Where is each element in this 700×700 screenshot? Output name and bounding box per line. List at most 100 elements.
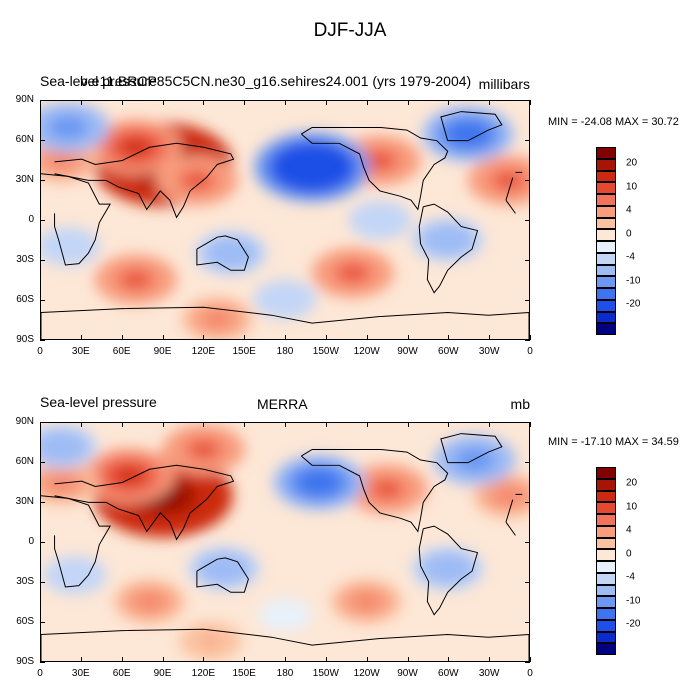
lon-tick bbox=[530, 422, 531, 427]
lon-tick bbox=[530, 657, 531, 662]
lon-tick-label: 60E bbox=[112, 668, 131, 679]
lon-tick bbox=[407, 657, 409, 662]
lon-tick bbox=[162, 657, 164, 662]
colorbar-label: -10 bbox=[626, 275, 641, 287]
colorbar-swatch bbox=[596, 217, 616, 230]
colorbar-swatch bbox=[596, 288, 616, 300]
colorbar-swatch bbox=[596, 572, 616, 585]
colorbar-label: 10 bbox=[626, 501, 638, 513]
colorbar-swatch bbox=[596, 241, 616, 253]
anomaly-blob bbox=[438, 562, 457, 574]
lat-tick bbox=[525, 582, 530, 583]
lat-tick-label: 30N bbox=[15, 496, 34, 507]
lon-tick bbox=[489, 657, 491, 662]
lon-tick bbox=[407, 422, 409, 427]
lat-tick-label: 30N bbox=[15, 174, 34, 185]
colorbar-label: 4 bbox=[626, 524, 632, 536]
anomaly-blob bbox=[140, 595, 159, 608]
lon-tick-label: 30E bbox=[71, 346, 90, 357]
lon-tick bbox=[121, 422, 123, 427]
lat-tick bbox=[40, 100, 45, 101]
lat-tick-label: 60S bbox=[16, 616, 34, 627]
lat-tick bbox=[40, 542, 45, 543]
coastline bbox=[41, 495, 516, 588]
anomaly-blob bbox=[193, 443, 214, 456]
colorbar: 20 10 4 0 -4 -10 -20 bbox=[596, 467, 640, 655]
colorbar-swatch bbox=[596, 561, 616, 573]
coastline bbox=[41, 628, 529, 661]
lon-tick-label: 60E bbox=[112, 346, 131, 357]
anomaly-blob bbox=[369, 154, 391, 167]
lon-tick-label: 90W bbox=[397, 346, 418, 357]
lat-tick-label: 60N bbox=[15, 456, 34, 467]
lat-tick bbox=[525, 662, 530, 663]
colorbar-swatch bbox=[596, 478, 616, 491]
lon-tick bbox=[80, 657, 82, 662]
panel-right-title: mb bbox=[510, 396, 530, 412]
lon-tick-label: 0 bbox=[527, 346, 533, 357]
lat-tick-label: 90S bbox=[16, 334, 34, 345]
colorbar-swatch bbox=[596, 194, 616, 206]
lon-tick-label: 30W bbox=[478, 346, 500, 357]
lon-tick-label: 120W bbox=[353, 346, 380, 357]
page-title: DJF-JJA bbox=[313, 20, 387, 41]
anomaly-blob bbox=[277, 294, 293, 305]
lon-tick-label: 0 bbox=[37, 346, 43, 357]
panel-left-title: Sea-level pressure bbox=[40, 73, 157, 89]
lon-tick-label: 150E bbox=[232, 668, 256, 679]
colorbar-swatch bbox=[596, 631, 616, 644]
colorbar-swatch bbox=[596, 252, 616, 265]
anomaly-blob bbox=[214, 562, 234, 574]
lon-tick bbox=[162, 335, 164, 340]
lat-tick-label: 90N bbox=[15, 416, 34, 427]
lat-tick-label: 0 bbox=[28, 536, 34, 547]
lat-tick-label: 30S bbox=[16, 576, 34, 587]
lat-tick bbox=[40, 502, 45, 503]
anomaly-blob bbox=[52, 154, 71, 167]
colorbar-label: -4 bbox=[626, 251, 635, 263]
lat-tick bbox=[525, 300, 530, 301]
colorbar-swatch bbox=[596, 264, 616, 277]
lon-tick bbox=[530, 100, 531, 105]
lon-tick bbox=[407, 335, 409, 340]
colorbar-label: 20 bbox=[626, 477, 638, 489]
lat-tick bbox=[525, 220, 530, 221]
colorbar-swatch bbox=[596, 643, 616, 655]
lon-tick bbox=[489, 100, 491, 105]
lon-tick bbox=[407, 100, 409, 105]
lon-tick-label: 60W bbox=[438, 346, 459, 357]
colorbar-swatch bbox=[596, 299, 616, 312]
lon-tick bbox=[244, 422, 246, 427]
lon-tick bbox=[121, 100, 123, 105]
lon-tick-label: 120W bbox=[353, 668, 380, 679]
lon-tick-label: 150E bbox=[232, 346, 256, 357]
lon-tick bbox=[448, 657, 450, 662]
lon-tick bbox=[448, 100, 450, 105]
lon-tick bbox=[489, 422, 491, 427]
lat-tick bbox=[525, 180, 530, 181]
map-plot-area bbox=[40, 422, 530, 662]
lon-tick-label: 0 bbox=[37, 668, 43, 679]
lon-tick-label: 30E bbox=[71, 668, 90, 679]
lon-tick bbox=[244, 657, 246, 662]
lon-tick bbox=[203, 422, 205, 427]
colorbar-swatch bbox=[596, 584, 616, 597]
coastline bbox=[196, 235, 249, 271]
lon-tick-label: 120E bbox=[191, 668, 216, 679]
lat-tick-label: 30S bbox=[16, 254, 34, 265]
lon-tick bbox=[244, 335, 246, 340]
colorbar-swatch bbox=[596, 323, 616, 335]
lon-tick bbox=[80, 335, 82, 340]
lat-tick bbox=[40, 300, 45, 301]
coastline bbox=[440, 111, 503, 142]
lon-tick bbox=[366, 100, 368, 105]
anomaly-blob bbox=[342, 266, 364, 280]
lon-tick bbox=[162, 100, 164, 105]
colorbar-swatch bbox=[596, 205, 616, 218]
colorbar-swatch bbox=[596, 549, 616, 561]
lon-tick bbox=[325, 100, 327, 105]
lon-tick-label: 90E bbox=[153, 668, 172, 679]
colorbar: 20 10 4 0 -4 -10 -20 bbox=[596, 147, 640, 335]
lon-tick bbox=[366, 422, 368, 427]
lon-tick bbox=[121, 657, 123, 662]
